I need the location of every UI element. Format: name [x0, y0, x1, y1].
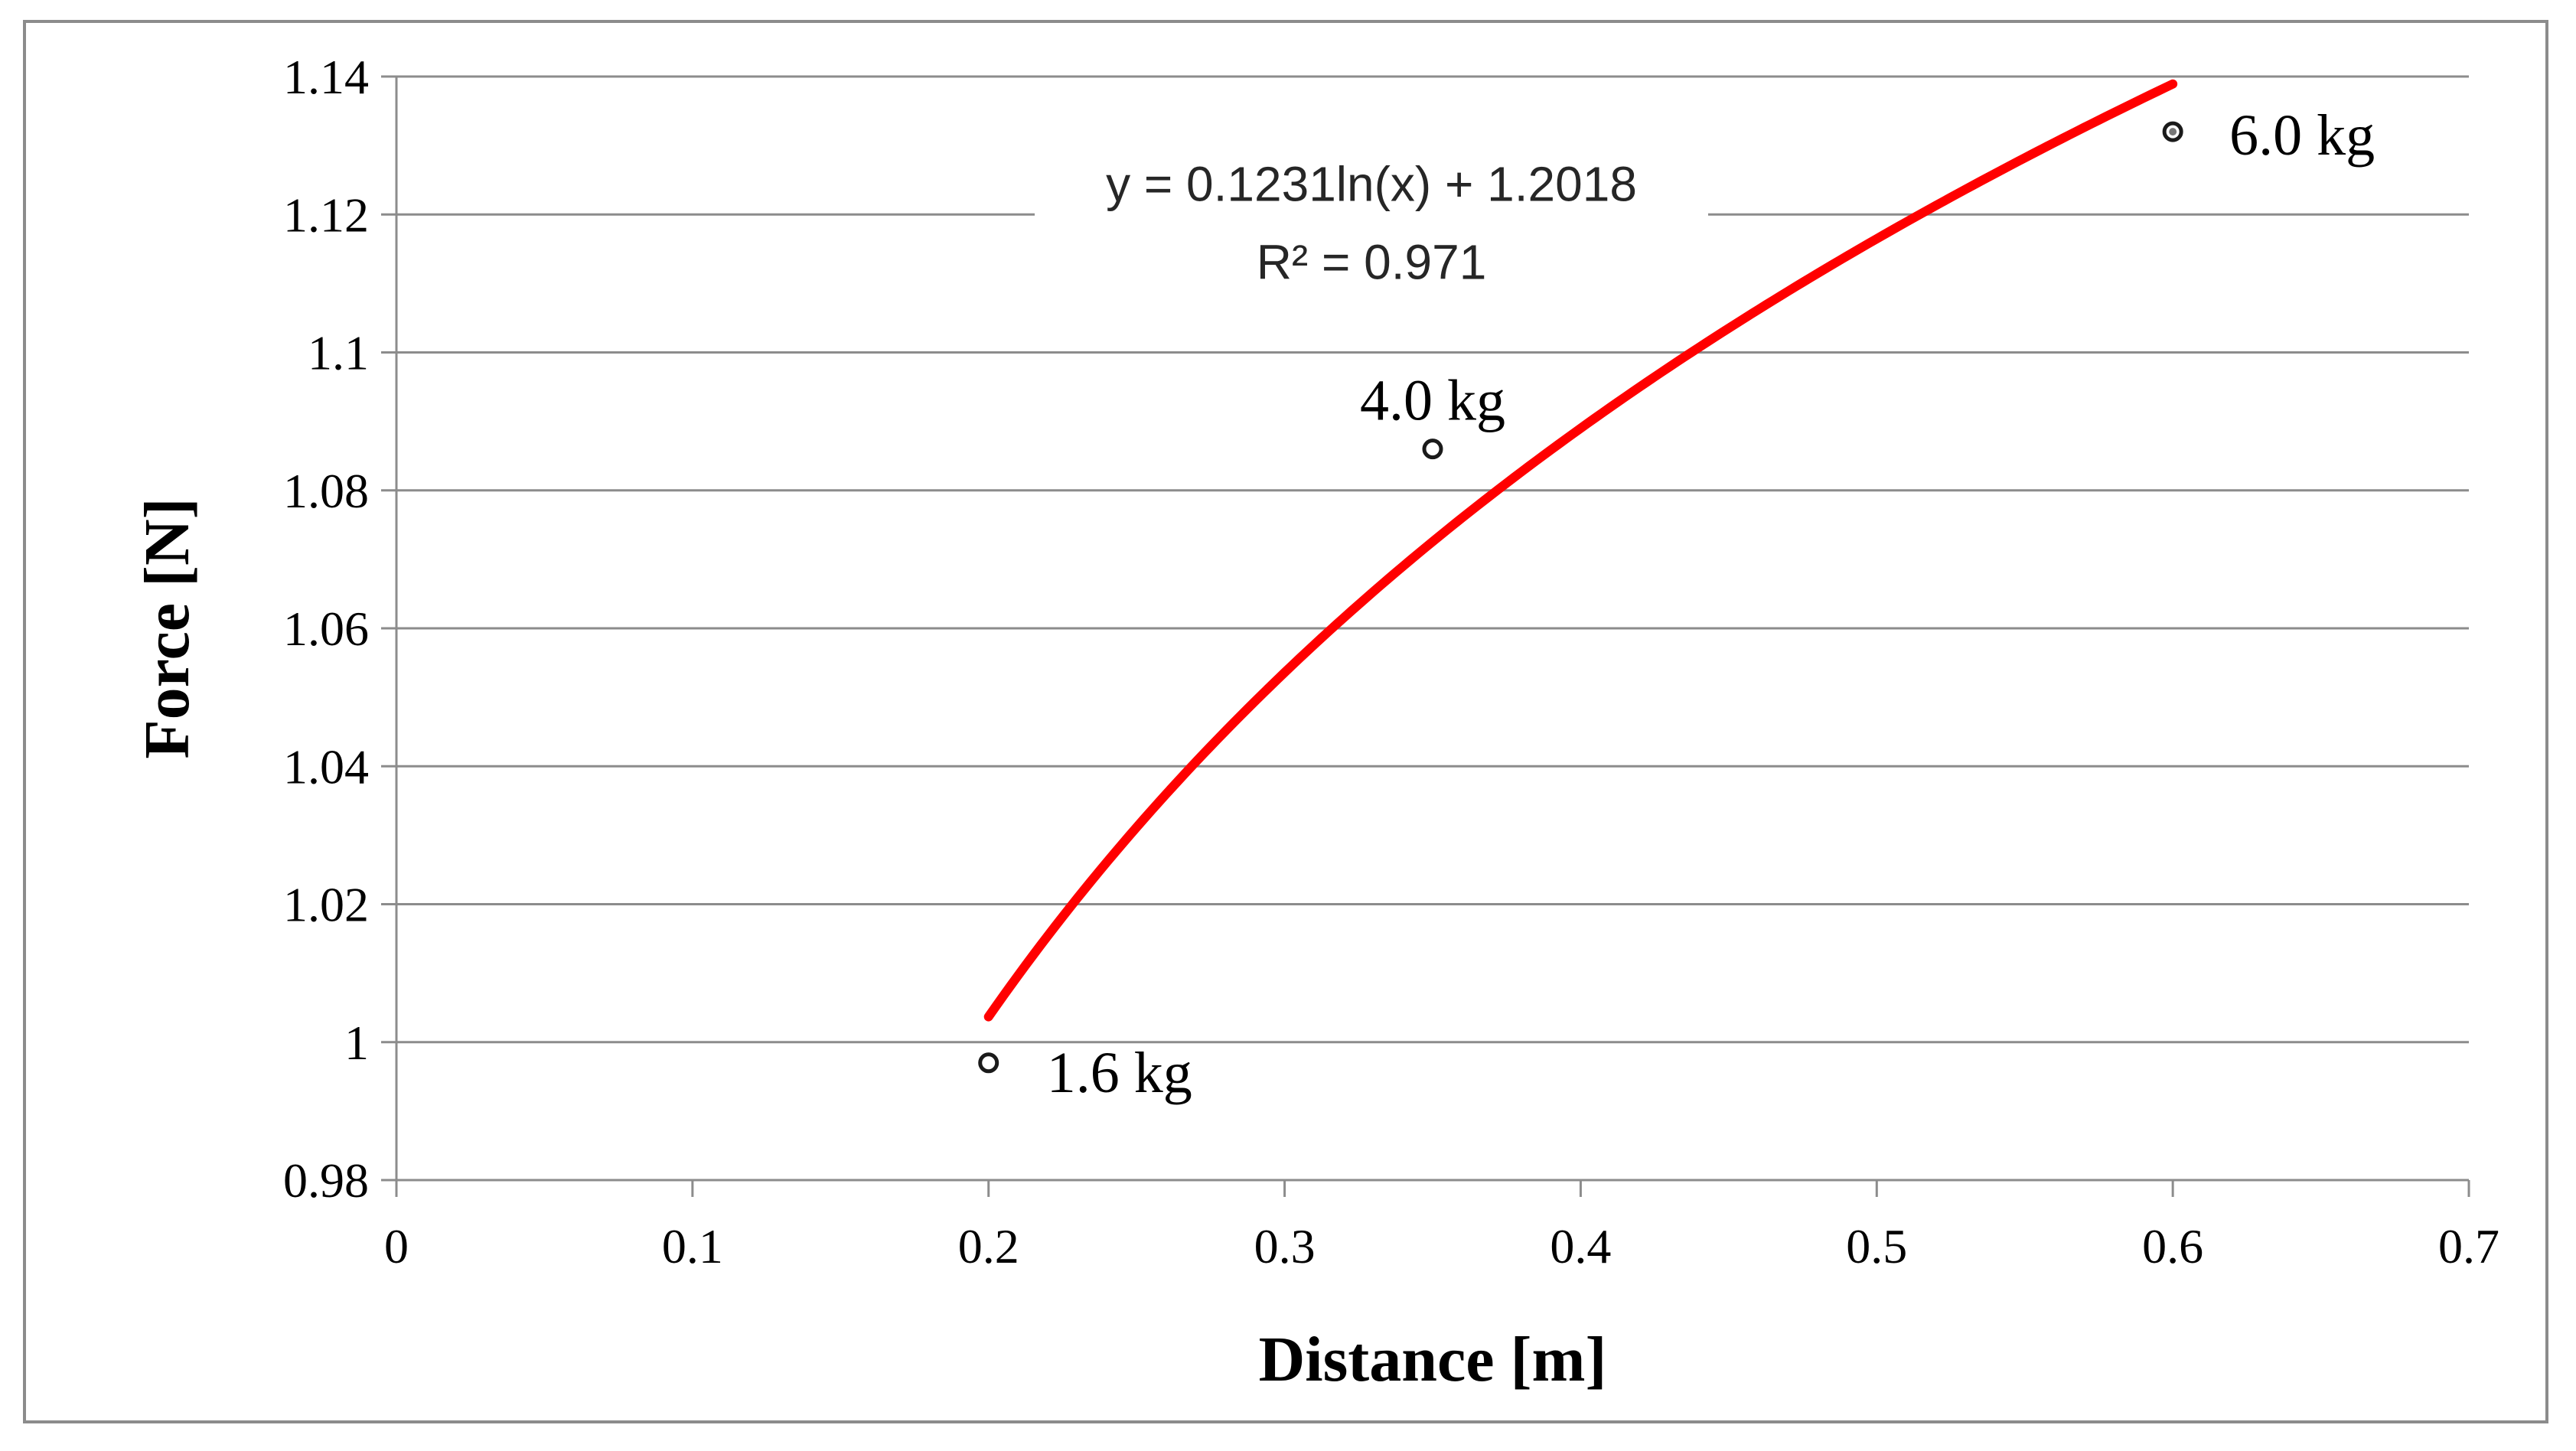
- point-label: 1.6 kg: [1047, 1041, 1192, 1105]
- x-tick-label: 0.2: [958, 1219, 1019, 1273]
- y-axis-label: Force [N]: [132, 497, 203, 758]
- trendline-curve: [983, 79, 2178, 1022]
- trendline-equation-box: y = 0.1231ln(x) + 1.2018 R² = 0.971: [1035, 147, 1708, 293]
- y-tick-label: 1.02: [283, 878, 369, 932]
- x-axis-label: Distance [m]: [1259, 1324, 1607, 1395]
- trendline-equation: y = 0.1231ln(x) + 1.2018: [1106, 156, 1637, 211]
- trendline-group: [983, 79, 2178, 1022]
- y-tick-label: 1: [344, 1016, 369, 1070]
- x-tick-label: 0.1: [662, 1219, 723, 1273]
- x-tick-label: 0.3: [1254, 1219, 1316, 1273]
- data-point: [1422, 439, 1443, 460]
- x-tick-labels: 0 0.1 0.2 0.3 0.4 0.5 0.6 0.7: [384, 1219, 2499, 1273]
- gridlines: [396, 75, 2469, 1182]
- equation-background: [1035, 147, 1708, 293]
- y-tick-label: 1.1: [308, 326, 369, 380]
- axes: [381, 75, 2470, 1197]
- y-tick-label: 1.14: [283, 50, 369, 104]
- x-tick-label: 0.6: [2142, 1219, 2203, 1273]
- data-point-center: [2169, 128, 2177, 136]
- point-label: 6.0 kg: [2229, 103, 2375, 168]
- chart-frame: 0.98 1 1.02 1.04 1.06 1.08 1.1 1.12 1.14 0 0.1 0.2…: [23, 20, 2548, 1423]
- data-point: [978, 1052, 999, 1074]
- y-tick-label: 1.12: [283, 187, 369, 242]
- data-points: [978, 121, 2183, 1074]
- y-tick-labels: 0.98 1 1.02 1.04 1.06 1.08 1.1 1.12 1.14: [283, 50, 369, 1208]
- y-tick-label: 1.06: [283, 602, 369, 656]
- x-tick-label: 0: [384, 1219, 409, 1273]
- x-tick-label: 0.5: [1846, 1219, 1907, 1273]
- trendline-r-squared: R² = 0.971: [1257, 234, 1487, 289]
- point-labels: 1.6 kg 4.0 kg 6.0 kg: [1047, 103, 2375, 1105]
- x-tick-label: 0.7: [2438, 1219, 2499, 1273]
- y-tick-label: 1.04: [283, 739, 369, 794]
- y-tick-label: 1.08: [283, 464, 369, 518]
- point-label: 4.0 kg: [1360, 369, 1505, 433]
- force-distance-chart: 0.98 1 1.02 1.04 1.06 1.08 1.1 1.12 1.14 0 0.1 0.2…: [132, 50, 2499, 1395]
- x-tick-label: 0.4: [1550, 1219, 1611, 1273]
- y-tick-label: 0.98: [283, 1153, 369, 1208]
